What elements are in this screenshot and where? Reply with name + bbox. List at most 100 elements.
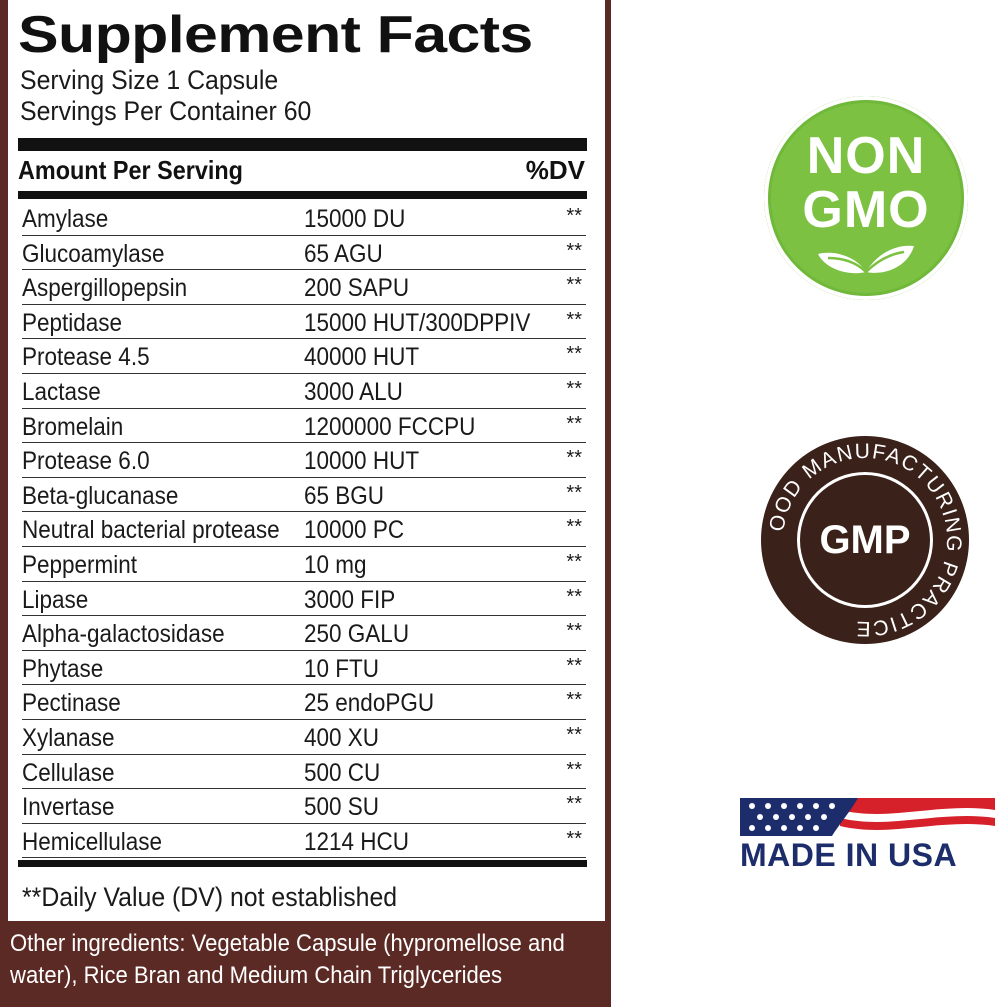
divider-thick — [18, 138, 587, 151]
ingredient-dv: ** — [566, 620, 582, 643]
ingredient-amount: 1200000 FCCPU — [304, 412, 476, 441]
ingredient-amount: 40000 HUT — [304, 343, 420, 372]
ingredient-name: Glucoamylase — [22, 239, 165, 268]
other-ingredients-line-1: Other ingredients: Vegetable Capsule (hy… — [10, 930, 565, 957]
table-row: Hemicellulase 1214 HCU ** — [22, 824, 586, 859]
ingredient-amount: 1214 HCU — [304, 827, 410, 856]
ingredient-name: Neutral bacterial protease — [22, 516, 280, 545]
ingredient-name: Amylase — [22, 205, 109, 233]
leaf-icon — [818, 245, 914, 274]
facts-label-body: Supplement Facts Serving Size 1 Capsule … — [8, 0, 605, 921]
table-row: Cellulase 500 CU ** — [22, 755, 586, 790]
table-row: Beta-glucanase 65 BGU ** — [22, 478, 586, 513]
ingredient-name: Beta-glucanase — [22, 481, 179, 510]
dv-header-label: %DV — [525, 155, 585, 185]
ingredient-name: Bromelain — [22, 412, 124, 441]
table-row: Alpha-galactosidase 250 GALU ** — [22, 616, 586, 651]
ingredient-amount: 10 mg — [304, 550, 367, 579]
table-row: Lactase 3000 ALU ** — [22, 374, 586, 409]
ingredient-amount: 65 BGU — [304, 481, 385, 510]
non-gmo-text-bottom: GMO — [802, 181, 930, 239]
dv-footnote: **Daily Value (DV) not established — [22, 882, 398, 912]
table-row: Peppermint 10 mg ** — [22, 547, 586, 582]
serving-size: Serving Size 1 Capsule — [20, 65, 279, 95]
gmp-badge: GOOD MANUFACTURING PRACTICE GMP — [761, 436, 969, 644]
table-row: Protease 4.5 40000 HUT ** — [22, 339, 586, 374]
ingredient-amount: 15000 DU — [304, 205, 406, 233]
supplement-facts-panel: Supplement Facts Serving Size 1 Capsule … — [0, 0, 611, 1007]
ingredient-dv: ** — [566, 308, 582, 331]
ingredient-name: Alpha-galactosidase — [22, 620, 225, 649]
ingredient-dv: ** — [566, 481, 582, 504]
ingredient-dv: ** — [566, 343, 582, 366]
ingredient-amount: 10 FTU — [304, 654, 380, 683]
us-flag-icon — [740, 798, 995, 836]
ingredient-amount: 25 endoPGU — [304, 689, 435, 718]
ingredient-amount: 3000 ALU — [304, 377, 403, 406]
ingredient-name: Hemicellulase — [22, 827, 163, 856]
ingredient-name: Aspergillopepsin — [22, 274, 188, 303]
ingredient-dv: ** — [566, 274, 582, 297]
ingredient-name: Phytase — [22, 654, 104, 683]
ingredient-name: Xylanase — [22, 723, 115, 752]
ingredient-dv: ** — [566, 758, 582, 781]
table-row: Bromelain 1200000 FCCPU ** — [22, 409, 586, 444]
ingredient-dv: ** — [566, 550, 582, 573]
table-row: Peptidase 15000 HUT/300DPPIV ** — [22, 305, 586, 340]
non-gmo-badge: NON GMO — [764, 96, 968, 300]
ingredient-amount: 400 XU — [304, 723, 380, 752]
ingredient-amount: 15000 HUT/300DPPIV — [304, 308, 531, 337]
other-ingredients-line-2: water), Rice Bran and Medium Chain Trigl… — [10, 962, 503, 989]
facts-title: Supplement Facts — [18, 6, 533, 64]
ingredient-dv: ** — [566, 654, 582, 677]
ingredient-name: Peptidase — [22, 308, 123, 337]
ingredient-amount: 500 CU — [304, 758, 381, 787]
ingredient-name: Lipase — [22, 585, 89, 614]
ingredient-amount: 200 SAPU — [304, 274, 410, 303]
ingredient-name: Pectinase — [22, 689, 121, 718]
made-in-usa-badge: MADE IN USA — [740, 796, 995, 872]
amount-header-row: Amount Per Serving %DV — [18, 153, 587, 187]
ingredient-dv: ** — [566, 723, 582, 746]
ingredient-dv: ** — [566, 377, 582, 400]
ingredient-amount: 10000 HUT — [304, 447, 420, 476]
table-row: Protease 6.0 10000 HUT ** — [22, 443, 586, 478]
ingredient-name: Peppermint — [22, 550, 138, 579]
table-row: Amylase 15000 DU ** — [22, 201, 586, 236]
table-row: Lipase 3000 FIP ** — [22, 582, 586, 617]
table-row: Xylanase 400 XU ** — [22, 720, 586, 755]
ingredient-amount: 250 GALU — [304, 620, 410, 649]
gmp-text: GMP — [819, 518, 911, 562]
ingredient-dv: ** — [566, 239, 582, 262]
made-in-usa-text: MADE IN USA — [740, 837, 958, 873]
divider-bottom — [18, 860, 587, 867]
ingredient-dv: ** — [566, 205, 582, 227]
ingredient-amount: 65 AGU — [304, 239, 383, 268]
table-row: Aspergillopepsin 200 SAPU ** — [22, 270, 586, 305]
table-row: Invertase 500 SU ** — [22, 789, 586, 824]
ingredient-name: Cellulase — [22, 758, 115, 787]
other-ingredients: Other ingredients: Vegetable Capsule (hy… — [10, 928, 565, 992]
ingredient-amount: 10000 PC — [304, 516, 405, 545]
non-gmo-text-top: NON — [806, 127, 926, 185]
ingredient-dv: ** — [566, 827, 582, 850]
ingredient-dv: ** — [566, 793, 582, 816]
ingredient-amount: 500 SU — [304, 793, 380, 822]
ingredient-table: Amylase 15000 DU ** Glucoamylase 65 AGU ** Asp… — [22, 201, 586, 859]
ingredient-dv: ** — [566, 447, 582, 470]
ingredient-amount: 3000 FIP — [304, 585, 396, 614]
divider-medium — [18, 191, 587, 199]
table-row: Neutral bacterial protease 10000 PC ** — [22, 512, 586, 547]
gmp-center: GMP — [800, 475, 930, 605]
ingredient-name: Protease 4.5 — [22, 343, 150, 372]
ingredient-name: Protease 6.0 — [22, 447, 150, 476]
table-row: Pectinase 25 endoPGU ** — [22, 685, 586, 720]
table-row: Glucoamylase 65 AGU ** — [22, 236, 586, 271]
ingredient-name: Lactase — [22, 377, 101, 406]
ingredient-dv: ** — [566, 689, 582, 712]
ingredient-dv: ** — [566, 585, 582, 608]
ingredient-dv: ** — [566, 412, 582, 435]
amount-per-serving-label: Amount Per Serving — [18, 155, 243, 185]
ingredient-dv: ** — [566, 516, 582, 539]
ingredient-name: Invertase — [22, 793, 115, 822]
